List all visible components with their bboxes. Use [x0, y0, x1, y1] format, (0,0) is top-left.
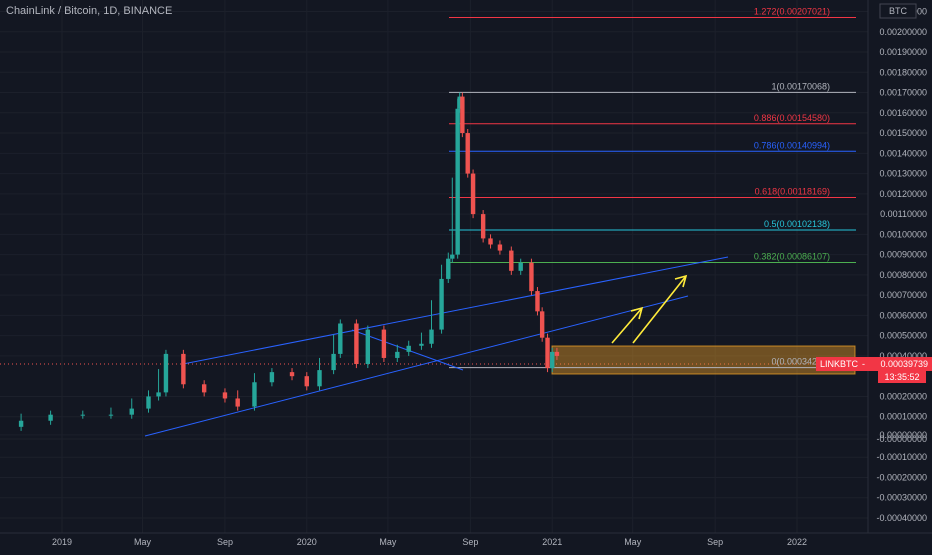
candle-body: [466, 133, 470, 174]
x-tick-label: May: [379, 537, 397, 547]
symbol-badge-text: LINKBTC: [820, 359, 859, 369]
y-tick-label: 0.00060000: [879, 310, 927, 320]
y-tick-label: 0.00100000: [879, 229, 927, 239]
y-tick-label: 0.00050000: [879, 331, 927, 341]
candle-body: [146, 396, 150, 408]
candle-body: [555, 352, 559, 356]
fib-level-label: 1(0.00170068): [771, 81, 830, 91]
candle-body: [429, 330, 433, 344]
candle-body: [354, 324, 358, 365]
x-tick-label: Sep: [462, 537, 478, 547]
candle-body: [156, 392, 160, 396]
y-tick-label: 0.00090000: [879, 250, 927, 260]
countdown-text: 13:35:52: [884, 372, 919, 382]
candle-body: [455, 109, 459, 255]
x-tick-label: 2021: [542, 537, 562, 547]
y-tick-label: -0.00010000: [876, 452, 927, 462]
y-tick-label: 0.00120000: [879, 189, 927, 199]
candle-body: [338, 324, 342, 354]
candle-body: [529, 263, 533, 291]
y-tick-label: 0.00170000: [879, 88, 927, 98]
candle-body: [446, 259, 450, 279]
y-tick-label: 0.00110000: [880, 209, 927, 219]
x-tick-label: Sep: [217, 537, 233, 547]
y-tick-label: 0.00080000: [879, 270, 927, 280]
y-tick-label: 0.00070000: [879, 290, 927, 300]
candle-body: [509, 251, 513, 271]
candle-body: [366, 330, 370, 364]
y-tick-label: 0.00020000: [879, 391, 927, 401]
candle-body: [439, 279, 443, 330]
unit-label: BTC: [889, 6, 908, 16]
candle-body: [488, 238, 492, 244]
candle-body: [19, 421, 23, 427]
candle-body: [81, 415, 85, 416]
candle-body: [130, 409, 134, 415]
x-tick-label: 2019: [52, 537, 72, 547]
y-tick-label: 0.00130000: [879, 169, 927, 179]
candle-body: [252, 382, 256, 406]
candle-body: [545, 338, 549, 368]
candle-body: [270, 372, 274, 382]
x-tick-label: 2020: [297, 537, 317, 547]
y-tick-label: -0.00000000: [876, 434, 927, 444]
candle-body: [460, 97, 464, 133]
candle-body: [498, 244, 502, 250]
candle-body: [550, 352, 554, 368]
candle-body: [540, 311, 544, 337]
candle-body: [382, 330, 386, 358]
y-tick-label: -0.00020000: [876, 472, 927, 482]
candle-body: [202, 384, 206, 392]
candle-body: [395, 352, 399, 358]
y-tick-label: 0.00190000: [879, 47, 927, 57]
candle-body: [109, 415, 113, 416]
candle-body: [331, 354, 335, 370]
candle-body: [481, 214, 485, 238]
candle-body: [471, 174, 475, 215]
y-tick-label: 0.00150000: [879, 128, 927, 138]
candle-body: [290, 372, 294, 376]
candle-body: [407, 346, 411, 352]
fib-level-label: 0.786(0.00140994): [754, 140, 830, 150]
candle-body: [535, 291, 539, 311]
y-tick-label: 0.00200000: [879, 27, 927, 37]
fib-level-label: 0.618(0.00118169): [755, 187, 830, 197]
fib-level-label: 0.5(0.00102138): [764, 219, 830, 229]
price-dash: -: [862, 359, 865, 369]
x-tick-label: 2022: [787, 537, 807, 547]
y-tick-label: 0.00140000: [879, 148, 927, 158]
candle-body: [519, 263, 523, 271]
y-tick-label: 0.00180000: [879, 67, 927, 77]
x-tick-label: Sep: [707, 537, 723, 547]
x-tick-label: May: [134, 537, 152, 547]
candle-body: [181, 354, 185, 384]
chart-title: ChainLink / Bitcoin, 1D, BINANCE: [6, 5, 172, 17]
y-tick-label: 0.00010000: [879, 412, 927, 422]
candle-body: [236, 398, 240, 406]
candle-body: [317, 370, 321, 386]
fib-level-label: 0.382(0.00086107): [754, 252, 830, 262]
price-badge-text: 0.00039739: [880, 359, 928, 369]
candle-body: [48, 415, 52, 421]
candle-body: [164, 354, 168, 392]
candle-body: [223, 392, 227, 398]
x-tick-label: May: [624, 537, 642, 547]
candle-body: [450, 255, 454, 259]
fib-level-label: 0.886(0.00154580): [754, 113, 830, 123]
y-tick-label: 0.00160000: [879, 108, 927, 118]
candle-body: [305, 376, 309, 386]
fib-level-label: 1.272(0.00207021): [754, 7, 830, 17]
y-tick-label: -0.00040000: [876, 513, 927, 523]
candle-body: [419, 344, 423, 346]
y-tick-label: -0.00030000: [876, 493, 927, 503]
